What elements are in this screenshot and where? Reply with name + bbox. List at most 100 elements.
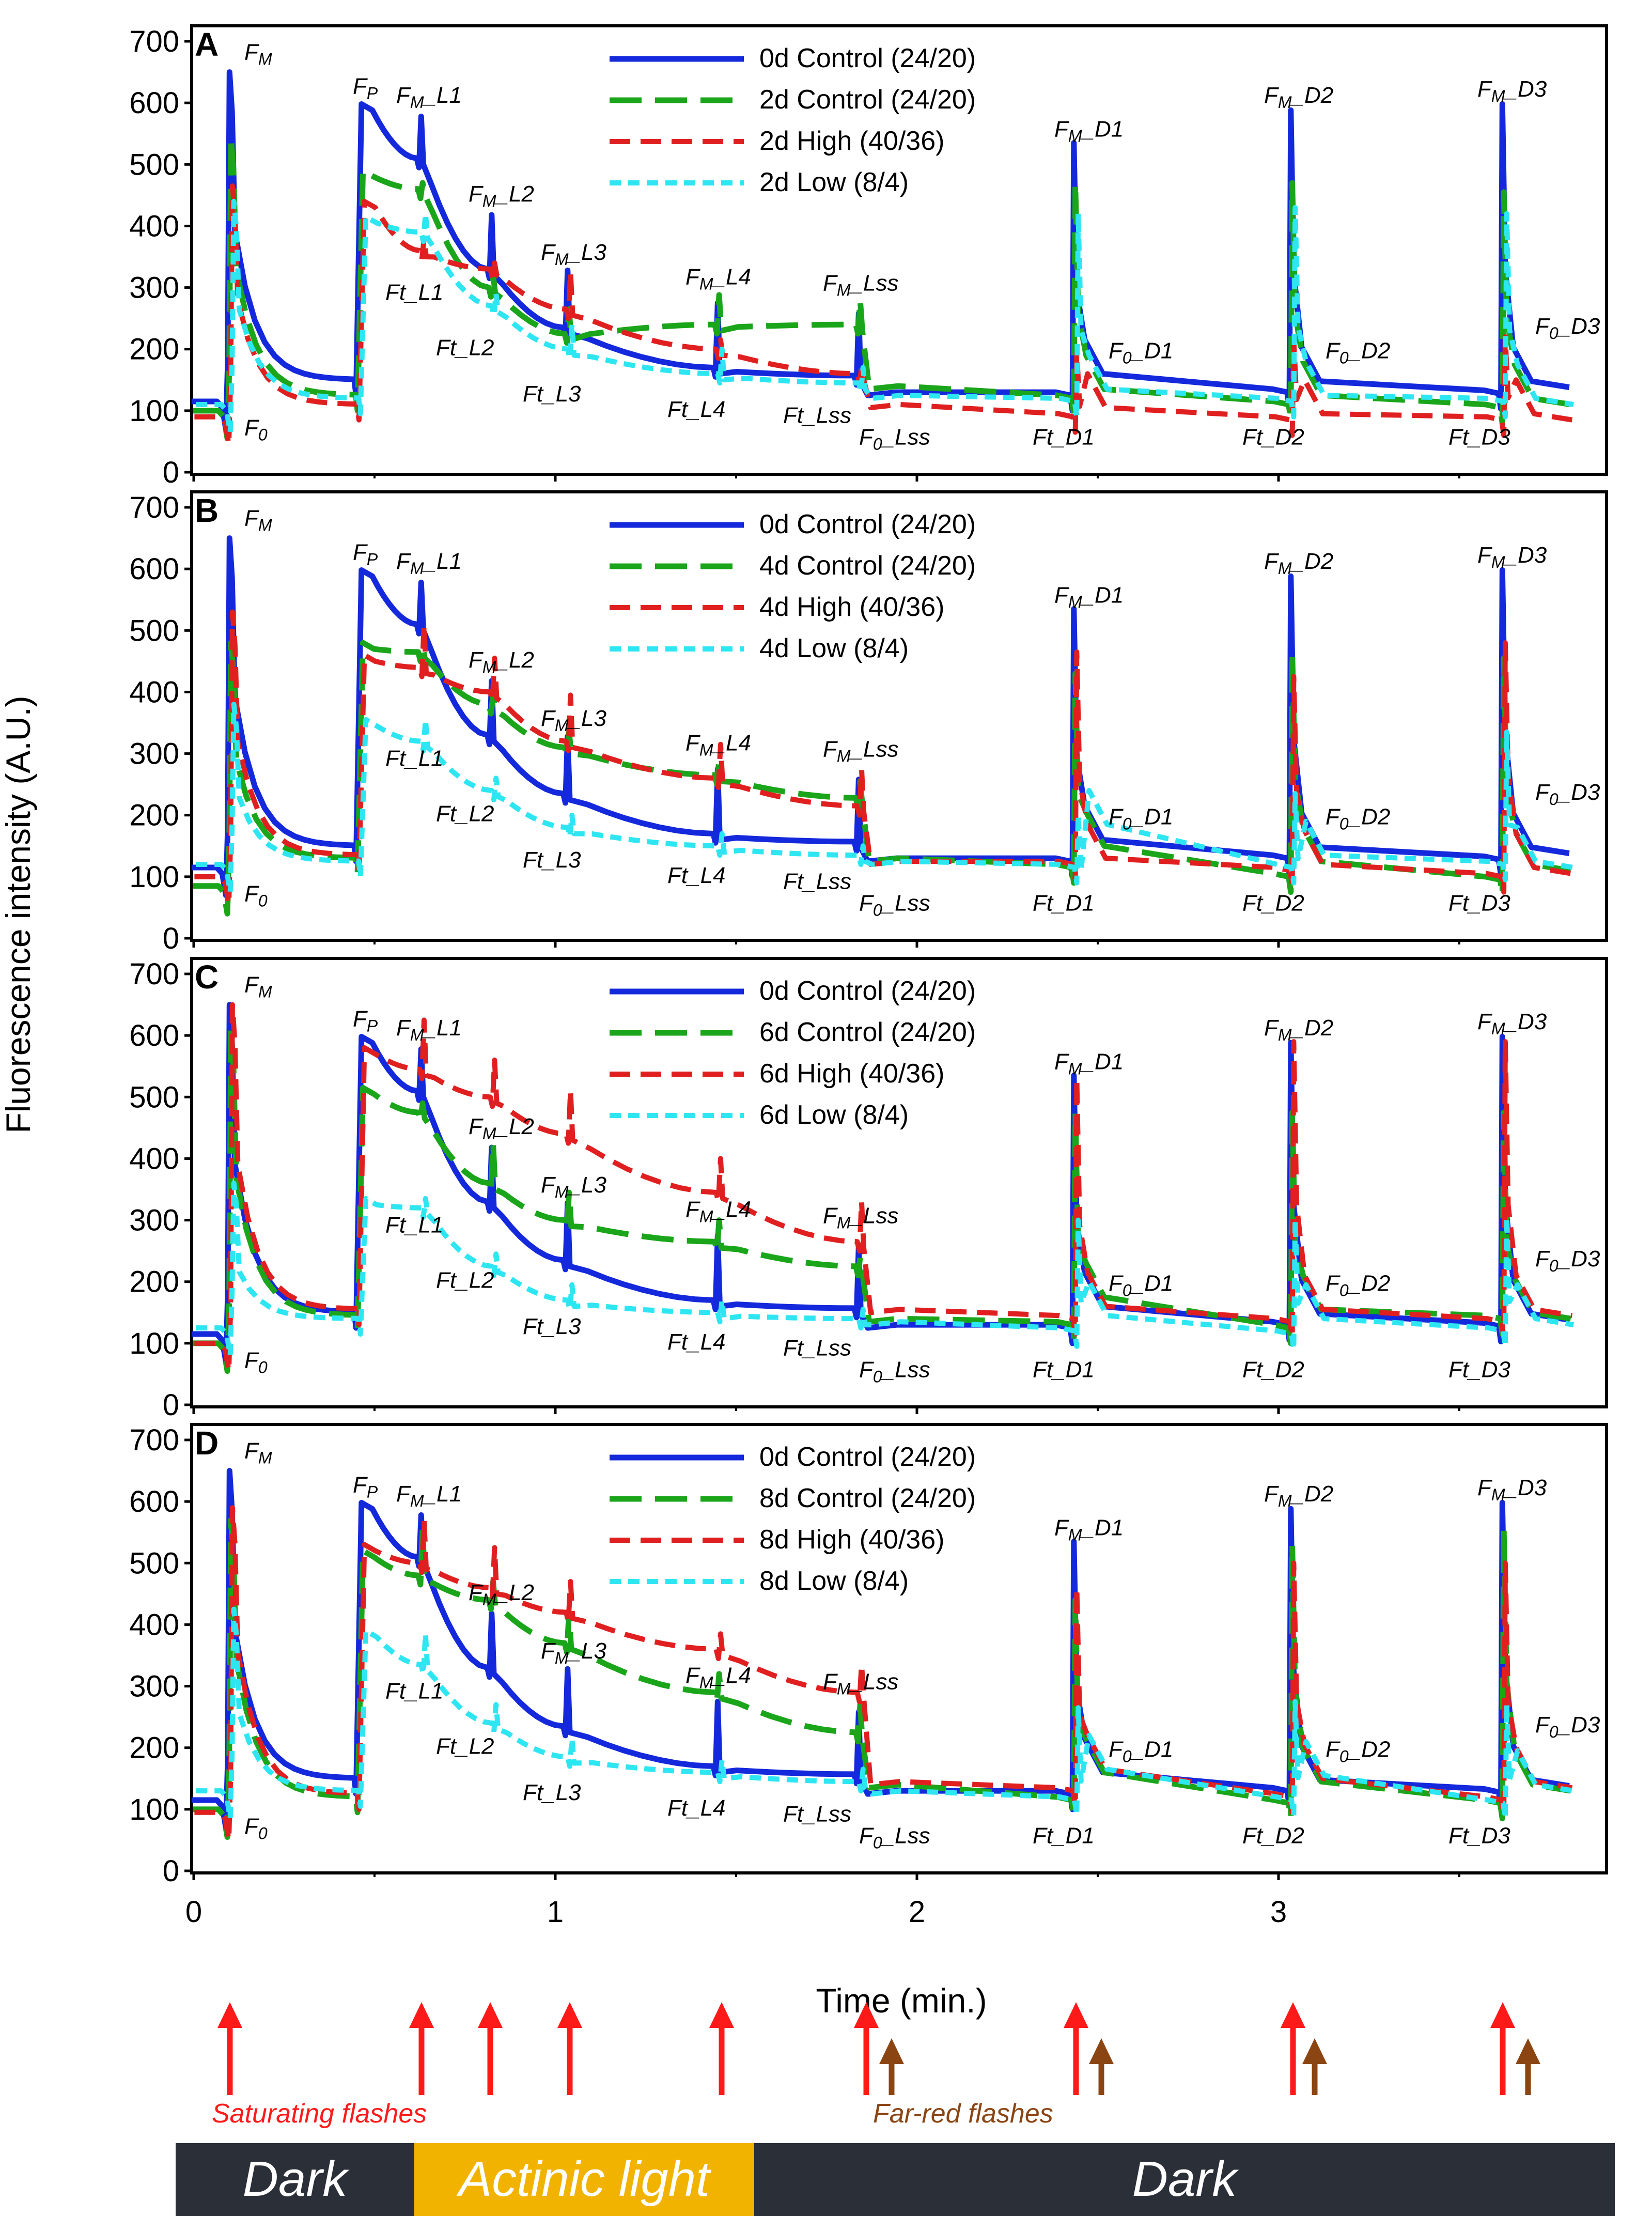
x-axis-title: Time (min.)	[816, 1981, 987, 2020]
legend-label: 2d High (40/36)	[759, 126, 944, 156]
annotation-f-0-d1: F0_D1	[1109, 338, 1173, 367]
arrow-head	[1516, 2038, 1540, 2064]
phase-band	[176, 2143, 414, 2216]
annotation-f-p: FP	[353, 73, 378, 102]
legend-label: 4d Control (24/20)	[759, 551, 976, 581]
legend-label: 0d Control (24/20)	[759, 976, 976, 1006]
saturating-flash-arrow	[854, 2002, 879, 2095]
y-tick-label: 100	[129, 860, 179, 894]
annotation-ft-l2: Ft_L2	[436, 801, 494, 827]
y-tick-label: 0	[163, 1388, 179, 1422]
annotation-f-p: FP	[353, 539, 378, 568]
panel-d: 0 100 200 300 400 500 600 700 0d Control (24/20)…	[129, 1423, 1608, 1888]
far-red-flash-arrow	[1302, 2038, 1327, 2095]
annotation-f-0-d2: F0_D2	[1326, 804, 1390, 833]
annotation-f-m-l3: FM_L3	[541, 1172, 606, 1201]
x-tick-label: 3	[1270, 1895, 1287, 1929]
panel-frame	[190, 1423, 1608, 1874]
annotation-ft-l1: Ft_L1	[385, 1678, 444, 1703]
annotation-ft-d1: Ft_D1	[1033, 424, 1095, 450]
series-line-3	[196, 702, 1574, 895]
annotation-f-m-d2: FM_D2	[1264, 549, 1333, 578]
arrow-head	[709, 2002, 734, 2028]
arrow-head	[1281, 2002, 1305, 2028]
phase-label: Dark	[243, 2151, 350, 2207]
series-line-2	[194, 183, 1573, 447]
panel-frame	[190, 957, 1608, 1408]
panel-c: 0 100 200 300 400 500 600 700 0d Control (24/20)…	[129, 957, 1608, 1422]
annotation-ft-d2: Ft_D2	[1242, 1357, 1304, 1382]
legend-label: 2d Control (24/20)	[759, 85, 976, 115]
far-red-flashes-label: Far-red flashes	[873, 2099, 1053, 2129]
y-tick-label: 600	[129, 1019, 179, 1052]
annotation-f-0-lss: F0_Lss	[859, 890, 930, 919]
annotation-f-m-d3: FM_D3	[1477, 1009, 1547, 1038]
y-tick-label: 100	[129, 394, 179, 428]
y-tick-label: 200	[129, 333, 179, 366]
annotation-ft-lss: Ft_Lss	[783, 869, 851, 894]
series-line-3	[196, 1606, 1574, 1821]
y-tick-label: 600	[129, 1485, 179, 1518]
series-line-3	[196, 1181, 1574, 1358]
annotation-ft-d1: Ft_D1	[1033, 1357, 1095, 1382]
annotation-f-0-d2: F0_D2	[1326, 338, 1390, 367]
arrow-head	[879, 2038, 904, 2064]
annotation-f-m-d1: FM_D1	[1054, 583, 1124, 612]
annotation-ft-l2: Ft_L2	[436, 1268, 494, 1293]
annotation-ft-lss: Ft_Lss	[783, 1802, 851, 1827]
phase-label: Dark	[1132, 2151, 1240, 2207]
y-tick-label: 400	[129, 1142, 179, 1175]
legend-label: 0d Control (24/20)	[759, 43, 976, 73]
annotation-ft-l4: Ft_L4	[667, 863, 726, 888]
saturating-flash-arrow	[557, 2002, 582, 2095]
legend-label: 0d Control (24/20)	[759, 1442, 976, 1472]
annotation-f-0: F0	[244, 1814, 268, 1843]
y-tick-label: 500	[129, 148, 179, 181]
annotation-ft-l1: Ft_L1	[385, 280, 444, 305]
y-tick-label: 600	[129, 86, 179, 120]
legend-label: 6d Low (8/4)	[759, 1100, 909, 1130]
y-tick-label: 200	[129, 799, 179, 832]
annotation-f-m: FM	[244, 506, 272, 535]
saturating-flash-arrow	[1064, 2002, 1088, 2095]
y-tick-label: 600	[129, 552, 179, 586]
annotation-ft-d1: Ft_D1	[1033, 890, 1095, 916]
legend-label: 8d Control (24/20)	[759, 1483, 976, 1513]
annotation-ft-l4: Ft_L4	[667, 1329, 726, 1355]
annotation-ft-l4: Ft_L4	[667, 1795, 726, 1821]
y-tick-label: 300	[129, 1204, 179, 1237]
annotation-f-p: FP	[353, 1006, 378, 1035]
annotation-f-m: FM	[244, 972, 272, 1001]
y-tick-label: 200	[129, 1731, 179, 1765]
annotation-f-m-d3: FM_D3	[1477, 543, 1547, 571]
series-line-2	[194, 1002, 1573, 1374]
annotation-f-m-l2: FM_L2	[469, 1114, 534, 1143]
annotation-f-m-d1: FM_D1	[1054, 117, 1124, 146]
annotation-f-m-d2: FM_D2	[1264, 83, 1333, 112]
annotation-ft-l1: Ft_L1	[385, 746, 444, 771]
annotation-f-m-d1: FM_D1	[1054, 1049, 1124, 1078]
x-tick-label: 0	[185, 1895, 202, 1929]
annotation-f-m-d2: FM_D2	[1264, 1481, 1333, 1510]
y-tick-label: 200	[129, 1265, 179, 1299]
series-line-1	[193, 640, 1571, 917]
saturating-flash-arrow	[1281, 2002, 1305, 2095]
y-tick-label: 500	[129, 1546, 179, 1580]
annotation-ft-d2: Ft_D2	[1242, 1823, 1304, 1848]
panel-a: 0 100 200 300 400 500 600 700 0d Control (24/20)…	[129, 24, 1608, 489]
annotation-f-0-d3: F0_D3	[1535, 314, 1600, 343]
annotation-f-m-l1: FM_L1	[396, 1015, 462, 1044]
annotation-f-m-l4: FM_L4	[685, 265, 751, 293]
annotation-f-0-d1: F0_D1	[1109, 1737, 1173, 1766]
arrow-head	[1064, 2002, 1088, 2028]
annotation-ft-d2: Ft_D2	[1242, 890, 1304, 916]
annotation-f-0-d3: F0_D3	[1535, 1246, 1600, 1275]
annotation-f-0-d2: F0_D2	[1326, 1271, 1390, 1300]
annotation-f-0-d2: F0_D2	[1326, 1737, 1390, 1766]
arrow-head	[854, 2002, 879, 2028]
x-tick-label: 2	[909, 1895, 925, 1929]
annotation-ft-lss: Ft_Lss	[783, 1336, 851, 1361]
annotation-f-0-d3: F0_D3	[1535, 780, 1600, 809]
annotation-f-m-lss: FM_Lss	[823, 737, 899, 766]
